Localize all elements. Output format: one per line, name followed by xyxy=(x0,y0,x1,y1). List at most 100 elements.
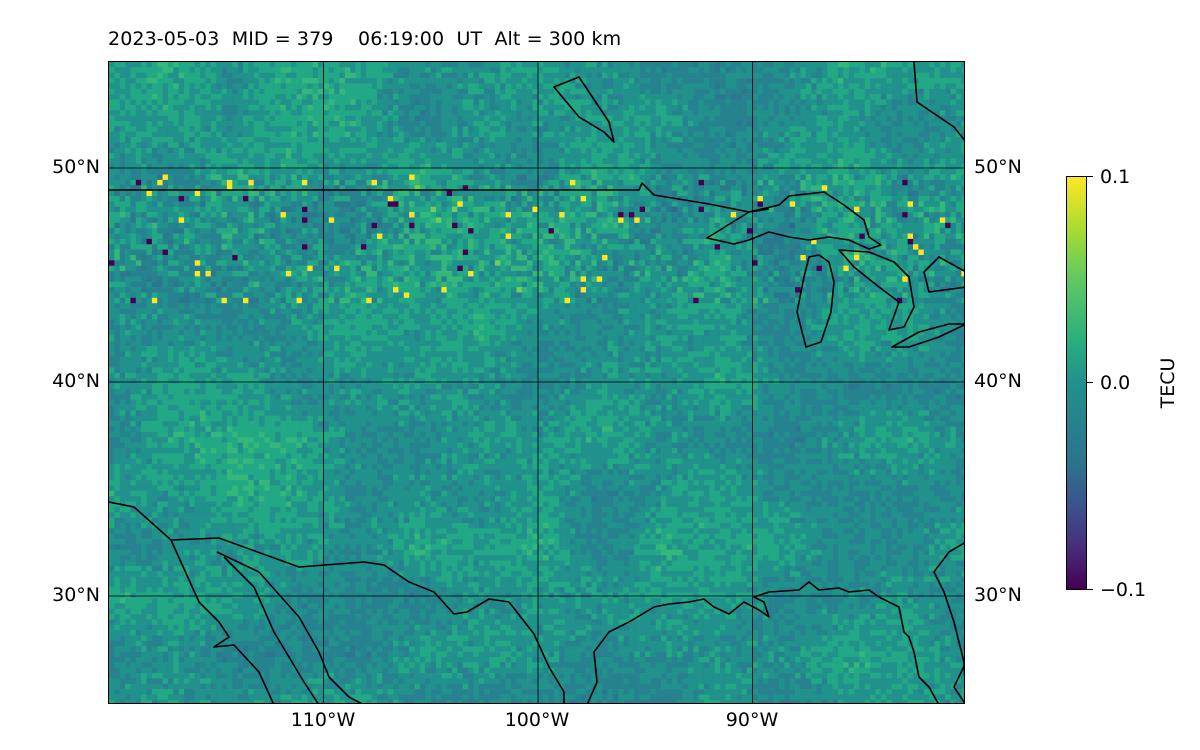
tec-cell xyxy=(774,100,780,106)
tec-cell xyxy=(838,121,844,127)
tec-cell xyxy=(731,116,737,122)
tec-cell xyxy=(666,137,672,143)
tec-cell xyxy=(591,105,597,111)
tec-cell xyxy=(581,148,587,154)
tec-cell xyxy=(532,100,538,106)
tec-cell xyxy=(457,132,463,138)
tec-cell xyxy=(849,148,855,154)
tec-cell xyxy=(688,217,694,223)
tec-cell xyxy=(661,201,667,207)
tec-cell xyxy=(259,137,265,143)
tec-cell xyxy=(179,116,185,122)
tec-cell xyxy=(795,121,801,127)
tec-cell xyxy=(441,212,447,218)
tec-cell xyxy=(784,185,790,191)
tec-cell xyxy=(147,169,153,175)
tec-cell xyxy=(849,100,855,106)
tec-cell xyxy=(109,105,115,111)
tec-cell xyxy=(929,132,935,138)
tec-cell xyxy=(865,164,871,170)
tec-cell xyxy=(511,175,517,181)
tec-cell xyxy=(270,132,276,138)
tec-cell xyxy=(908,196,914,202)
tec-cell xyxy=(222,212,228,218)
tec-cell xyxy=(715,116,721,122)
tec-cell xyxy=(570,175,576,181)
tec-cell xyxy=(634,137,640,143)
tec-cell xyxy=(506,94,512,100)
tec-cell xyxy=(934,83,940,89)
tec-cell xyxy=(205,207,211,213)
tec-cell xyxy=(720,89,726,95)
tec-cell xyxy=(624,148,630,154)
tec-cell xyxy=(484,158,490,164)
tec-cell xyxy=(602,121,608,127)
tec-cell xyxy=(688,191,694,197)
tec-cell xyxy=(677,207,683,213)
tec-cell xyxy=(420,180,426,186)
tec-cell xyxy=(281,89,287,95)
tec-cell xyxy=(463,137,469,143)
tec-cell xyxy=(398,100,404,106)
tec-cell xyxy=(398,212,404,218)
tec-cell xyxy=(452,153,458,159)
tec-cell xyxy=(800,83,806,89)
tec-cell xyxy=(114,180,120,186)
tec-cell xyxy=(431,142,437,148)
tec-cell xyxy=(843,73,849,79)
tec-cell xyxy=(114,207,120,213)
tec-cell xyxy=(618,196,624,202)
tec-cell xyxy=(827,78,833,84)
tec-cell xyxy=(205,100,211,106)
tec-cell xyxy=(297,132,303,138)
tec-cell xyxy=(581,217,587,223)
tec-cell xyxy=(286,153,292,159)
tec-cell xyxy=(875,196,881,202)
tec-cell xyxy=(516,110,522,116)
tec-cell xyxy=(479,212,485,218)
tec-cell xyxy=(361,196,367,202)
tec-cell xyxy=(157,105,163,111)
tec-cell xyxy=(752,110,758,116)
tec-cell xyxy=(870,169,876,175)
tec-cell xyxy=(425,164,431,170)
tec-cell xyxy=(624,94,630,100)
tec-cell xyxy=(339,169,345,175)
tec-cell xyxy=(565,207,571,213)
tec-cell xyxy=(591,153,597,159)
tec-cell xyxy=(817,62,823,68)
tec-cell xyxy=(806,83,812,89)
tec-cell xyxy=(211,100,217,106)
tec-cell xyxy=(897,94,903,100)
tec-cell xyxy=(495,94,501,100)
tec-cell xyxy=(704,169,710,175)
tec-cell xyxy=(200,67,206,73)
tec-cell xyxy=(661,212,667,218)
tec-cell xyxy=(302,126,308,132)
tec-cell xyxy=(227,83,233,89)
tec-cell xyxy=(109,94,115,100)
tec-cell xyxy=(741,196,747,202)
tec-cell xyxy=(286,62,292,68)
tec-cell xyxy=(254,89,260,95)
tec-cell xyxy=(688,94,694,100)
tec-cell xyxy=(157,126,163,132)
tec-cell xyxy=(650,67,656,73)
tec-cell xyxy=(404,201,410,207)
tec-cell xyxy=(913,137,919,143)
tec-cell xyxy=(415,164,421,170)
tec-cell xyxy=(645,148,651,154)
tec-cell xyxy=(666,169,672,175)
tec-cell xyxy=(511,83,517,89)
tec-cell xyxy=(350,83,356,89)
tec-cell xyxy=(147,67,153,73)
tec-cell xyxy=(302,164,308,170)
tec-cell xyxy=(597,212,603,218)
tec-cell xyxy=(232,67,238,73)
tec-cell xyxy=(875,132,881,138)
tec-cell xyxy=(597,201,603,207)
tec-map[interactable] xyxy=(108,61,965,704)
tec-cell xyxy=(382,62,388,68)
tec-cell xyxy=(163,201,169,207)
tec-cell xyxy=(956,217,962,223)
